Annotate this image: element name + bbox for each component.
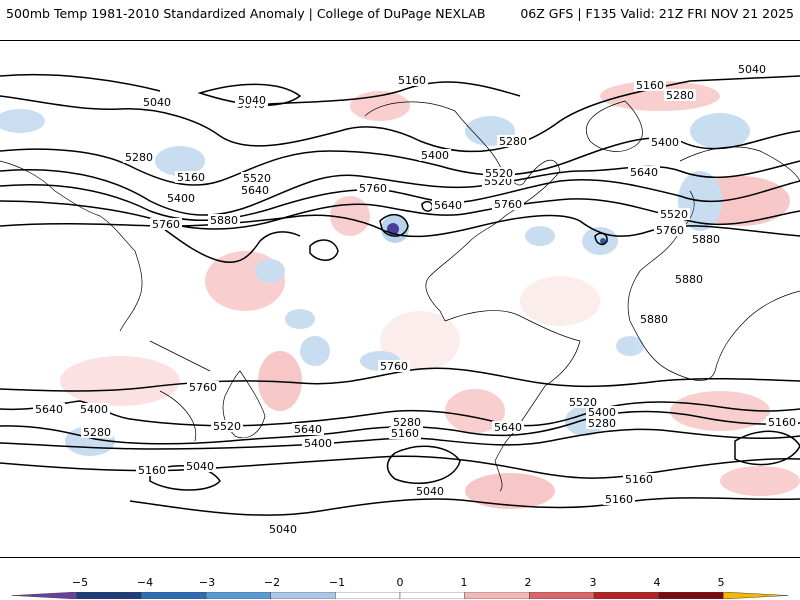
model-run-info: 06Z GFS | F135 Valid: 21Z FRI NOV 21 202… bbox=[520, 6, 794, 21]
colorbar-tick: 5 bbox=[717, 576, 725, 589]
contour-label: 5760 bbox=[359, 182, 387, 195]
contour-label: 5280 bbox=[499, 135, 527, 148]
colorbar-tick: −4 bbox=[136, 576, 154, 589]
contour-label: 5880 bbox=[640, 313, 668, 326]
contour-label: 5280 bbox=[393, 416, 421, 429]
contour-label: 5520 bbox=[243, 172, 271, 185]
contour-label: 5160 bbox=[768, 416, 796, 429]
contour-label: 5640 bbox=[241, 184, 269, 197]
contour-label: 5880 bbox=[675, 273, 703, 286]
colorbar-tick: 0 bbox=[396, 576, 404, 589]
contour-label: 5640 bbox=[494, 421, 522, 434]
contour-label: 5520 bbox=[569, 396, 597, 409]
contour-label: 5640 bbox=[434, 199, 462, 212]
contour-label: 5640 bbox=[630, 166, 658, 179]
contour-label: 5280 bbox=[83, 426, 111, 439]
colorbar-tick: 1 bbox=[460, 576, 468, 589]
colorbar-segment bbox=[464, 592, 530, 599]
colorbar-segment bbox=[141, 592, 207, 599]
colorbar-segment bbox=[270, 592, 336, 599]
contour-labels: 5160 5040 5040 5040 5160 5280 5400 5280 … bbox=[33, 63, 798, 536]
contour-label: 5760 bbox=[656, 224, 684, 237]
contour-label: 5640 bbox=[35, 403, 63, 416]
contour-label: 5160 bbox=[398, 74, 426, 87]
weather-map[interactable]: 5160 5040 5040 5040 5160 5280 5400 5280 … bbox=[0, 40, 800, 558]
contour-label: 5160 bbox=[177, 171, 205, 184]
contour-label: 5400 bbox=[421, 149, 449, 162]
colorbar-segment bbox=[205, 592, 271, 599]
contour-label: 5400 bbox=[588, 406, 616, 419]
contour-label: 5040 bbox=[238, 94, 266, 107]
contour-label: 5520 bbox=[660, 208, 688, 221]
contour-label: 5040 bbox=[738, 63, 766, 76]
contour-label: 5400 bbox=[167, 192, 195, 205]
contour-label: 5880 bbox=[210, 214, 238, 227]
colorbar-segment bbox=[76, 592, 142, 599]
colorbar-tick: 4 bbox=[653, 576, 661, 589]
colorbar-segment bbox=[399, 592, 465, 599]
contour-label: 5520 bbox=[485, 167, 513, 180]
contour-label: 5160 bbox=[138, 464, 166, 477]
contour-label: 5520 bbox=[213, 420, 241, 433]
colorbar-segment bbox=[593, 592, 659, 599]
contour-label: 5400 bbox=[651, 136, 679, 149]
contour-label: 5640 bbox=[294, 423, 322, 436]
contour-label: 5160 bbox=[636, 79, 664, 92]
colorbar-segment bbox=[658, 592, 724, 599]
map-title: 500mb Temp 1981-2010 Standardized Anomal… bbox=[6, 6, 486, 21]
colorbar-segment bbox=[723, 592, 788, 599]
colorbar-tick: −3 bbox=[198, 576, 216, 589]
contour-label: 5160 bbox=[625, 473, 653, 486]
contour-label: 5400 bbox=[80, 403, 108, 416]
contour-label: 5280 bbox=[588, 417, 616, 430]
colorbar-segment bbox=[335, 592, 401, 599]
contour-label: 5400 bbox=[304, 437, 332, 450]
contour-label: 5040 bbox=[186, 460, 214, 473]
coastlines bbox=[0, 100, 800, 492]
colorbar-segment bbox=[12, 592, 77, 599]
contour-label: 5280 bbox=[666, 89, 694, 102]
colorbar-segment bbox=[529, 592, 595, 599]
contour-label: 5760 bbox=[152, 218, 180, 231]
colorbar-tick: −5 bbox=[71, 576, 89, 589]
cold-anomaly-spot bbox=[600, 238, 606, 244]
contour-label: 5760 bbox=[380, 360, 408, 373]
contour-label: 5040 bbox=[416, 485, 444, 498]
colorbar-tick: 3 bbox=[589, 576, 597, 589]
contour-label: 5040 bbox=[143, 96, 171, 109]
colorbar-tick: 2 bbox=[524, 576, 532, 589]
anomaly-shading bbox=[0, 81, 800, 509]
contour-label: 5880 bbox=[692, 233, 720, 246]
colorbar-tick: −2 bbox=[263, 576, 281, 589]
contour-label: 5760 bbox=[189, 381, 217, 394]
map-svg: 5160 5040 5040 5040 5160 5280 5400 5280 … bbox=[0, 63, 800, 536]
contour-label: 5760 bbox=[494, 198, 522, 211]
colorbar-tick: −1 bbox=[328, 576, 346, 589]
colorbar bbox=[12, 592, 788, 599]
contour-label: 5160 bbox=[605, 493, 633, 506]
contour-label: 5160 bbox=[391, 427, 419, 440]
contour-label: 5040 bbox=[269, 523, 297, 536]
contour-label: 5280 bbox=[125, 151, 153, 164]
